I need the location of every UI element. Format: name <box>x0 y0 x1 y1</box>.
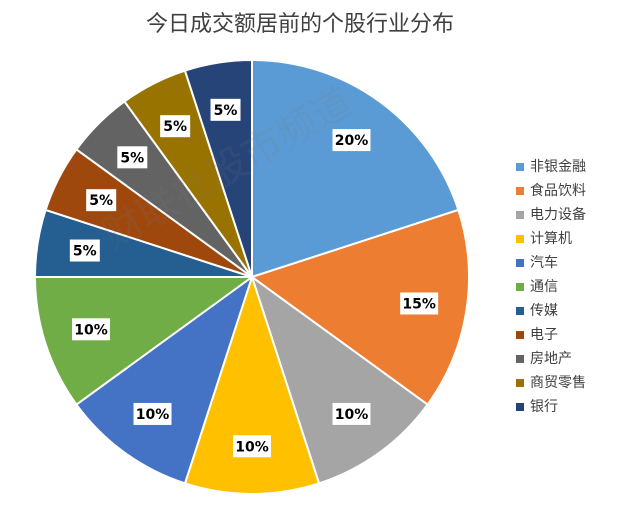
pie-slice <box>249 208 470 406</box>
legend-item: 商贸零售 <box>516 371 586 395</box>
legend-item: 房地产 <box>516 347 586 371</box>
slice-label-box <box>400 292 439 315</box>
slice-label-box <box>72 318 111 341</box>
chart-title: 今日成交额居前的个股行业分布 <box>145 12 454 37</box>
legend-label: 汽车 <box>530 255 558 271</box>
legend-swatch <box>516 211 524 219</box>
pie-slice <box>183 273 321 495</box>
pie-slice <box>75 274 254 485</box>
slice-label: 5% <box>69 239 100 262</box>
slice-label-text: 5% <box>163 119 187 135</box>
legend-label: 食品饮料 <box>530 183 586 199</box>
slice-label-box <box>210 98 241 121</box>
legend-label: 银行 <box>530 399 558 415</box>
legend-label: 传媒 <box>530 303 558 319</box>
slice-label-box <box>86 189 117 212</box>
slice-label-box <box>69 239 100 262</box>
pie-slice <box>33 276 256 406</box>
legend-label: 计算机 <box>530 231 572 247</box>
slice-label: 5% <box>210 98 241 121</box>
legend-item: 电子 <box>516 323 586 347</box>
slice-label-box <box>160 115 191 138</box>
legend-item: 电力设备 <box>516 203 586 227</box>
legend-item: 食品饮料 <box>516 179 586 203</box>
legend-label: 非银金融 <box>530 159 586 175</box>
legend-item: 计算机 <box>516 227 586 251</box>
slice-label-box <box>133 402 172 425</box>
legend-swatch <box>516 235 524 243</box>
legend-swatch <box>516 187 524 195</box>
slice-label: 10% <box>332 402 371 425</box>
slice-label-box <box>117 146 148 169</box>
legend-item: 银行 <box>516 395 586 419</box>
slice-label-text: 20% <box>335 133 369 149</box>
slice-label: 5% <box>160 115 191 138</box>
pie-slice <box>250 274 429 485</box>
legend-swatch <box>516 163 524 171</box>
legend-item: 非银金融 <box>516 155 586 179</box>
slice-label-box <box>332 129 371 152</box>
slice-label-text: 10% <box>235 439 269 455</box>
slice-label-text: 5% <box>73 244 97 260</box>
legend-swatch <box>516 355 524 363</box>
legend-item: 汽车 <box>516 251 586 275</box>
legend-label: 商贸零售 <box>530 375 586 391</box>
legend-swatch <box>516 379 524 387</box>
legend-label: 通信 <box>530 279 558 295</box>
slice-label: 15% <box>400 292 439 315</box>
legend: 非银金融食品饮料电力设备计算机汽车通信传媒电子房地产商贸零售银行 <box>516 155 586 419</box>
pie-slice <box>251 58 460 279</box>
legend-item: 通信 <box>516 275 586 299</box>
legend-item: 传媒 <box>516 299 586 323</box>
slice-label-box <box>332 402 371 425</box>
slice-label: 5% <box>86 189 117 212</box>
slice-label-text: 15% <box>402 296 436 312</box>
legend-swatch <box>516 259 524 267</box>
slice-label-text: 5% <box>120 150 144 166</box>
slice-label-text: 10% <box>335 407 369 423</box>
slice-label-text: 5% <box>214 103 238 119</box>
legend-swatch <box>516 331 524 339</box>
legend-swatch <box>516 403 524 411</box>
slice-label: 10% <box>72 318 111 341</box>
slice-label-text: 10% <box>74 322 108 338</box>
legend-label: 电力设备 <box>530 207 586 223</box>
legend-swatch <box>516 307 524 315</box>
slice-label: 20% <box>332 129 371 152</box>
slice-label-text: 5% <box>89 193 113 209</box>
slice-label-box <box>233 435 271 458</box>
slice-label: 5% <box>117 146 148 169</box>
slice-label-text: 10% <box>136 407 170 423</box>
legend-label: 电子 <box>530 327 558 343</box>
legend-label: 房地产 <box>530 351 572 367</box>
slice-label: 10% <box>233 435 271 458</box>
slice-label: 10% <box>133 402 172 425</box>
legend-swatch <box>516 283 524 291</box>
